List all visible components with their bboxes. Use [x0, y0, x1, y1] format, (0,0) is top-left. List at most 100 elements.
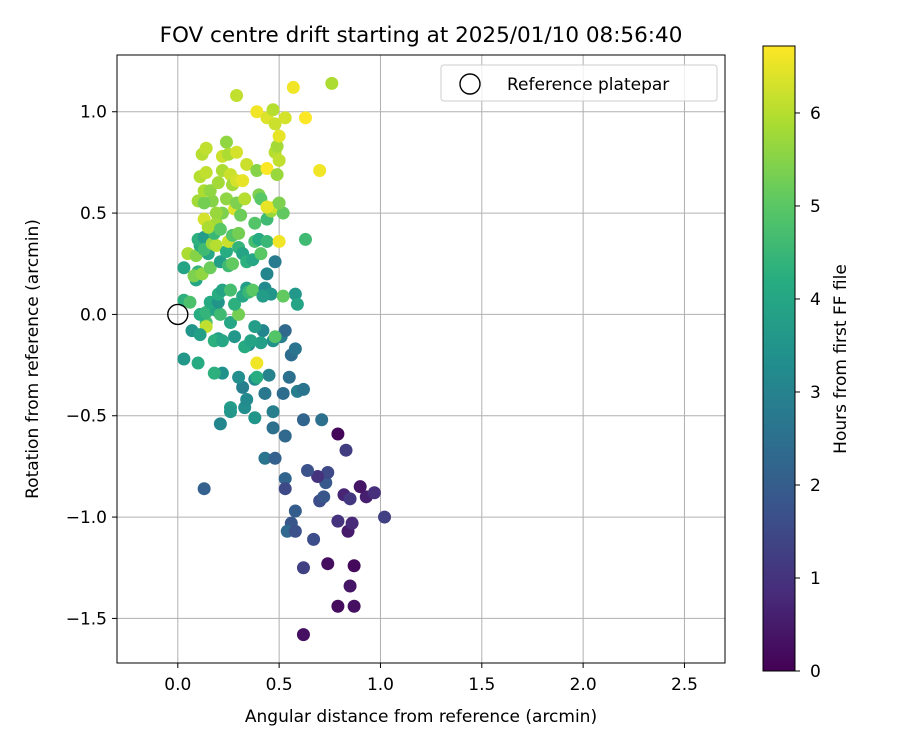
data-point	[296, 561, 310, 575]
data-point	[278, 111, 292, 125]
data-point	[223, 405, 237, 419]
data-point	[177, 261, 191, 275]
data-point	[307, 532, 321, 546]
data-point	[278, 472, 292, 486]
data-point	[213, 307, 227, 321]
data-point	[250, 164, 264, 178]
data-point	[276, 386, 290, 400]
x-axis-label: Angular distance from reference (arcmin)	[245, 707, 597, 727]
data-point	[183, 295, 197, 309]
x-tick-label: 2.0	[570, 675, 597, 695]
data-point	[236, 380, 250, 394]
data-point	[203, 184, 217, 198]
data-point	[219, 245, 233, 259]
data-point	[254, 247, 268, 261]
data-point	[260, 234, 274, 248]
data-point	[298, 111, 312, 125]
data-point	[296, 413, 310, 427]
data-point	[301, 463, 315, 477]
data-point	[343, 492, 357, 506]
data-point	[234, 208, 248, 222]
colorbar-tick-label: 1	[810, 569, 821, 589]
data-point	[268, 451, 282, 465]
data-point	[272, 129, 286, 143]
data-point	[228, 330, 242, 344]
data-point	[298, 232, 312, 246]
data-point	[276, 206, 290, 220]
y-axis-ticks: −1.5 −1.0 −0.5 0.0 0.5 1.0	[66, 103, 117, 629]
plot-frame	[116, 54, 726, 664]
data-point	[230, 145, 244, 159]
data-point	[232, 307, 246, 321]
data-points	[177, 76, 392, 642]
y-tick-label: 1.0	[80, 103, 107, 123]
data-point	[272, 153, 286, 167]
grid-lines	[117, 55, 725, 663]
y-tick-label: −1.5	[66, 609, 107, 629]
data-point	[286, 80, 300, 94]
data-point	[226, 257, 240, 271]
data-point	[199, 305, 213, 319]
data-point	[290, 297, 304, 311]
data-point	[256, 289, 270, 303]
data-point	[250, 370, 264, 384]
data-point	[353, 480, 367, 494]
data-point	[219, 192, 233, 206]
data-point	[248, 411, 262, 425]
legend-marker-icon	[459, 73, 481, 95]
data-point	[197, 482, 211, 496]
x-tick-label: 1.0	[367, 675, 394, 695]
colorbar-gradient	[762, 45, 796, 672]
y-tick-label: −0.5	[66, 407, 107, 427]
colorbar-label: Hours from first FF file	[831, 264, 851, 454]
colorbar-tick-label: 6	[810, 104, 821, 124]
data-point	[367, 486, 381, 500]
y-tick-label: 0.5	[80, 204, 107, 224]
data-point	[288, 504, 302, 518]
data-point	[325, 76, 339, 90]
data-point	[311, 470, 325, 484]
data-point	[193, 328, 207, 342]
legend-box	[440, 64, 718, 102]
y-tick-label: −1.0	[66, 508, 107, 528]
chart-title: FOV centre drift starting at 2025/01/10 …	[160, 23, 683, 48]
data-point	[207, 366, 221, 380]
data-point	[197, 196, 211, 210]
x-tick-label: 2.5	[671, 675, 698, 695]
data-point	[262, 368, 276, 382]
x-tick-label: 1.5	[468, 675, 495, 695]
data-point	[288, 524, 302, 538]
data-point	[209, 206, 223, 220]
data-point	[272, 196, 286, 210]
data-point	[270, 139, 284, 153]
data-point	[331, 599, 345, 613]
data-point	[268, 330, 282, 344]
data-point	[240, 157, 254, 171]
data-point	[230, 89, 244, 103]
data-point	[347, 559, 361, 573]
colorbar-tick-label: 2	[810, 476, 821, 496]
colorbar-tick-label: 3	[810, 383, 821, 403]
colorbar-tick-label: 5	[810, 197, 821, 217]
data-point	[315, 413, 329, 427]
data-point	[258, 386, 272, 400]
data-point	[250, 105, 264, 119]
data-point	[223, 316, 237, 330]
data-point	[378, 510, 392, 524]
data-point	[313, 164, 327, 178]
data-point	[177, 352, 191, 366]
colorbar-ticks: 0 1 2 3 4 5 6	[795, 104, 821, 682]
data-point	[238, 192, 252, 206]
data-point	[250, 356, 264, 370]
data-point	[199, 141, 213, 155]
y-axis-label: Rotation from reference (arcmin)	[23, 219, 43, 499]
data-point	[321, 557, 335, 571]
data-point	[244, 334, 258, 348]
legend: Reference platepar	[440, 64, 718, 102]
data-point	[219, 135, 233, 149]
data-point	[345, 516, 359, 530]
data-point	[266, 421, 280, 435]
data-point	[321, 465, 335, 479]
data-point	[213, 222, 227, 236]
data-point	[268, 117, 282, 131]
